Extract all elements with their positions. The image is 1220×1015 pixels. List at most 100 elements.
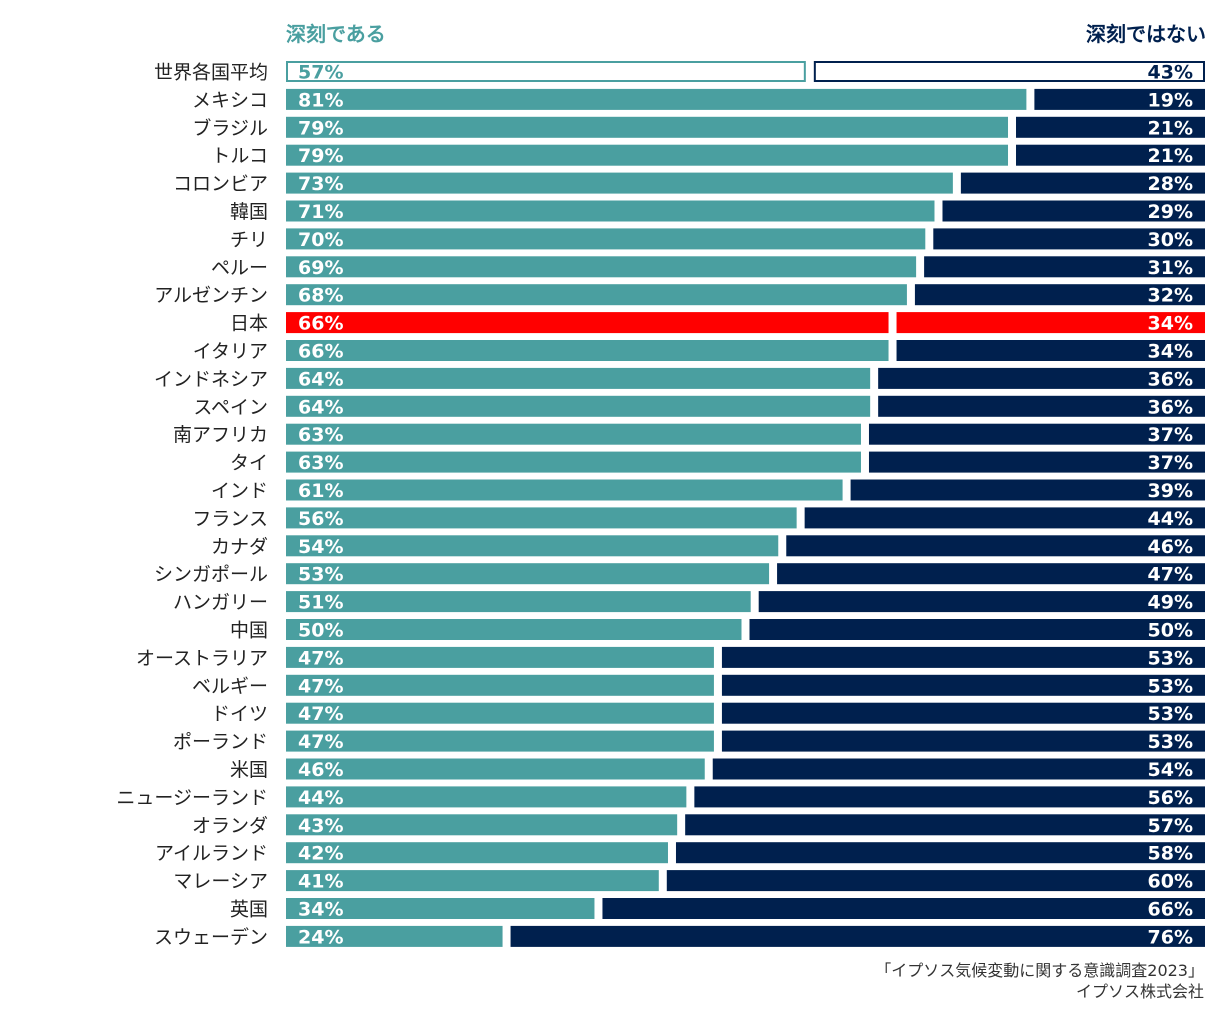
value-label-not-serious-6: 30% [1148, 229, 1193, 251]
bar-serious-27 [286, 814, 678, 836]
bar-serious-23 [286, 702, 714, 724]
category-label-3: トルコ [211, 145, 268, 167]
bar-not-serious-23 [721, 702, 1205, 724]
bar-serious-8 [286, 284, 907, 306]
value-label-serious-31: 24% [298, 926, 343, 948]
bar-not-serious-0 [813, 61, 1206, 82]
category-label-24: ポーランド [173, 731, 268, 753]
category-label-25: 米国 [230, 759, 268, 781]
category-label-2: ブラジル [192, 116, 268, 139]
value-label-not-serious-19: 49% [1148, 592, 1193, 614]
bar-not-serious-7 [924, 256, 1205, 278]
category-label-19: ハンガリー [173, 592, 268, 614]
value-label-serious-3: 79% [298, 145, 343, 167]
value-label-not-serious-9: 34% [1148, 313, 1193, 335]
value-label-serious-16: 56% [298, 508, 343, 530]
category-label-10: イタリア [193, 341, 268, 363]
bar-not-serious-16 [804, 507, 1205, 529]
value-label-not-serious-8: 32% [1148, 285, 1193, 307]
value-label-serious-23: 47% [298, 703, 343, 725]
value-label-not-serious-21: 53% [1148, 647, 1193, 669]
value-label-not-serious-16: 44% [1148, 508, 1193, 530]
bar-serious-18 [286, 563, 770, 585]
value-label-not-serious-1: 19% [1148, 89, 1193, 111]
bar-serious-29 [286, 870, 659, 892]
value-label-not-serious-14: 37% [1148, 452, 1193, 474]
bar-serious-5 [286, 200, 935, 222]
value-label-serious-8: 68% [298, 285, 343, 307]
value-label-not-serious-18: 47% [1148, 564, 1193, 586]
value-label-serious-18: 53% [298, 564, 343, 586]
legend-serious: 深刻である [286, 22, 386, 46]
bar-not-serious-13 [868, 423, 1205, 445]
bar-serious-12 [286, 395, 871, 417]
bar-serious-26 [286, 786, 687, 808]
source-company: イプソス株式会社 [1075, 982, 1204, 1001]
value-label-serious-27: 43% [298, 815, 343, 837]
category-label-1: メキシコ [192, 89, 268, 111]
value-label-serious-25: 46% [298, 759, 343, 781]
category-label-4: コロンビア [173, 173, 268, 195]
bar-not-serious-17 [786, 535, 1205, 557]
category-label-28: アイルランド [155, 843, 268, 865]
bar-not-serious-3 [1016, 144, 1205, 166]
bar-not-serious-30 [602, 898, 1205, 919]
value-label-serious-12: 64% [298, 396, 343, 418]
value-label-not-serious-24: 53% [1148, 731, 1193, 753]
bar-not-serious-31 [510, 925, 1205, 947]
category-label-8: アルゼンチン [154, 285, 268, 307]
category-label-27: オランダ [192, 815, 268, 837]
bar-serious-2 [286, 116, 1009, 138]
category-label-6: チリ [230, 229, 268, 251]
value-label-serious-5: 71% [298, 201, 343, 223]
bar-serious-30 [286, 898, 595, 919]
category-label-29: マレーシア [173, 871, 268, 893]
category-label-22: ベルギー [192, 675, 268, 697]
bar-not-serious-20 [749, 619, 1205, 640]
value-label-serious-22: 47% [298, 675, 343, 697]
category-label-17: カナダ [211, 536, 268, 558]
value-label-not-serious-26: 56% [1148, 787, 1193, 809]
value-label-not-serious-7: 31% [1148, 257, 1193, 279]
bar-serious-16 [286, 507, 797, 529]
value-label-not-serious-22: 53% [1148, 675, 1193, 697]
value-label-not-serious-11: 36% [1148, 368, 1193, 390]
bar-not-serious-25 [712, 758, 1205, 780]
bar-not-serious-9 [896, 312, 1205, 334]
value-label-serious-1: 81% [298, 89, 343, 111]
value-label-not-serious-10: 34% [1148, 341, 1193, 363]
value-label-not-serious-20: 50% [1148, 620, 1193, 642]
bar-not-serious-10 [896, 340, 1205, 361]
bar-serious-6 [286, 228, 926, 250]
category-label-31: スウェーデン [154, 926, 268, 948]
bar-not-serious-19 [758, 591, 1205, 613]
value-label-not-serious-17: 46% [1148, 536, 1193, 558]
bar-serious-24 [286, 730, 714, 752]
bar-serious-4 [286, 172, 953, 194]
bar-serious-17 [286, 535, 779, 557]
stacked-bar-chart: 世界各国平均 57% 43% メキシコ 81% 19% ブラジル 79% 21% トルコ 79% 21… [116, 61, 1206, 948]
value-label-serious-21: 47% [298, 647, 343, 669]
legend-not-serious: 深刻ではない [1086, 22, 1206, 46]
value-label-not-serious-0: 43% [1148, 62, 1193, 84]
bar-serious-21 [286, 646, 714, 668]
bar-not-serious-14 [868, 451, 1205, 473]
value-label-not-serious-28: 58% [1148, 843, 1193, 865]
value-label-not-serious-30: 66% [1148, 899, 1193, 921]
value-label-serious-9: 66% [298, 313, 343, 335]
bar-not-serious-18 [777, 563, 1205, 585]
category-label-13: 南アフリカ [173, 424, 268, 446]
category-label-9: 日本 [230, 313, 268, 335]
bar-serious-0 [286, 61, 806, 82]
bar-not-serious-12 [878, 395, 1205, 417]
value-label-serious-11: 64% [298, 368, 343, 390]
category-label-11: インドネシア [154, 368, 268, 390]
category-label-14: タイ [230, 452, 268, 474]
category-label-0: 世界各国平均 [154, 62, 268, 84]
value-label-not-serious-23: 53% [1148, 703, 1193, 725]
value-label-serious-10: 66% [298, 341, 343, 363]
bar-serious-31 [286, 925, 503, 947]
bar-not-serious-26 [694, 786, 1205, 808]
bar-not-serious-27 [685, 814, 1205, 836]
value-label-not-serious-4: 28% [1148, 173, 1193, 195]
